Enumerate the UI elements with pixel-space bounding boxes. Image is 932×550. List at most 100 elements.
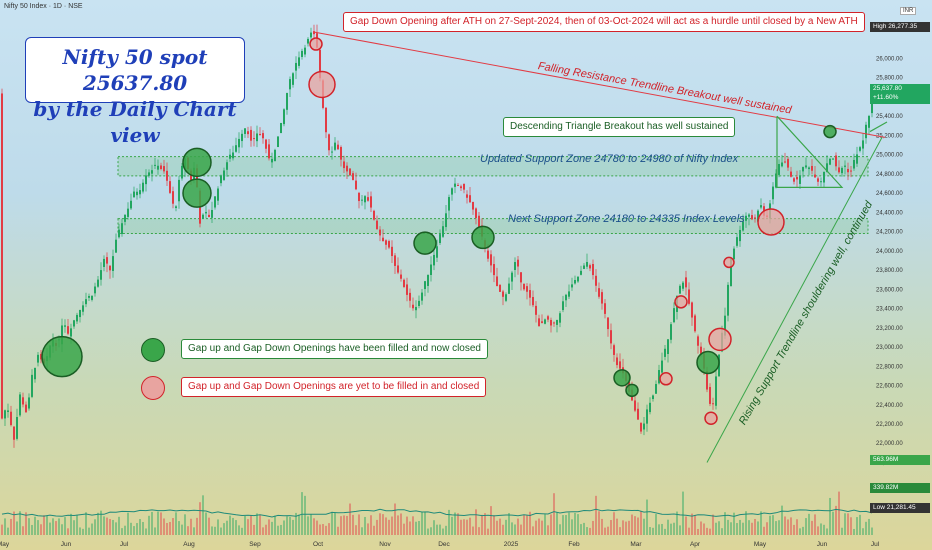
x-tick-label: Mar [630,541,642,548]
candle-body [304,47,306,55]
volume-bar [502,524,504,535]
volume-bar [208,517,210,535]
candle-body [262,133,264,139]
price-tick-label: 22,200.00 [876,422,903,428]
volume-bar [418,520,420,535]
candle-body [793,178,795,182]
volume-bar [664,528,666,535]
volume-bar [562,515,564,535]
candle-body [229,154,231,159]
volume-bar [688,527,690,535]
volume-bar [163,518,165,535]
x-tick-label: Oct [313,541,323,548]
candle-body [499,284,501,292]
volume-bar [829,497,831,535]
volume-bar [694,514,696,535]
candle-body [364,196,366,203]
candle-body [346,165,348,172]
volume-bar [172,518,174,535]
volume-bar [574,512,576,535]
volume-bar [799,528,801,535]
candle-body [283,109,285,125]
volume-bar [823,524,825,535]
volume-bar [454,512,456,535]
volume-bar [64,517,66,535]
volume-bar [592,520,594,535]
volume-bar [202,495,204,535]
candle-body [469,195,471,203]
candle-body [871,101,873,114]
candle-body [814,174,816,178]
volume-bar [499,518,501,535]
currency-button[interactable]: INR [900,7,917,15]
rising-support-trendline [706,137,883,463]
volume-bar [706,527,708,535]
candle-body [19,394,21,416]
candle-body [745,215,747,221]
volume-bar [241,527,243,535]
candle-body [217,188,219,201]
volume-bar [424,511,426,535]
candle-body [160,165,162,170]
candle-body [343,161,345,169]
volume-bar [256,513,258,535]
candle-body [376,220,378,230]
volume-bar [100,510,102,535]
candle-body [88,295,90,298]
volume-bar [712,514,714,535]
candle-body [382,237,384,242]
support-zone-1 [117,156,869,177]
candle-body [148,172,150,176]
volume-bar [250,515,252,535]
filled-gap-circle [182,147,212,178]
candle-body [226,162,228,170]
volume-bar [43,515,45,535]
volume-bar [445,525,447,535]
volume-bar [223,523,225,535]
candle-body [760,205,762,208]
x-tick-label: Nov [379,541,391,548]
volume-bar [79,527,81,535]
volume-bar [28,518,30,535]
volume-bar [40,524,42,535]
candle-body [544,319,546,324]
symbol-header[interactable]: Nifty 50 Index · 1D · NSE [4,3,83,10]
volume-bar [814,514,816,535]
candle-body [28,397,30,409]
volume-bar [457,513,459,535]
candle-body [694,315,696,332]
volume-bar [646,499,648,535]
volume-bar [478,527,480,535]
candle-body [115,239,117,253]
candle-body [838,167,840,173]
candle-body [442,226,444,237]
candle-body [124,214,126,222]
volume-bar [835,505,837,535]
volume-bar [304,495,306,535]
candle-body [196,168,198,188]
candle-body [4,410,6,419]
candle-body [388,241,390,248]
candle-body [223,170,225,180]
candle-body [25,404,27,413]
candle-body [748,214,750,217]
filled-gap-circle [413,231,437,255]
volume-bar [361,527,363,535]
last-price-tag: 25,637.80 +11.60% [870,84,930,104]
volume-bar [793,524,795,535]
volume-bar [508,513,510,535]
candle-body [82,305,84,312]
candle-body [403,279,405,287]
volume-bar [298,514,300,535]
unfilled-gap-circle [674,295,688,309]
volume-bar [271,521,273,535]
volume-bar [211,526,213,535]
high-tag-value: 26,277.35 [888,23,918,30]
volume-bar [847,513,849,535]
volume-bar [97,512,99,535]
volume-bar [124,525,126,535]
price-tick-label: 23,600.00 [876,287,903,293]
volume-tag-2: 339.82M [870,483,930,493]
x-tick-label: 2025 [504,541,519,548]
